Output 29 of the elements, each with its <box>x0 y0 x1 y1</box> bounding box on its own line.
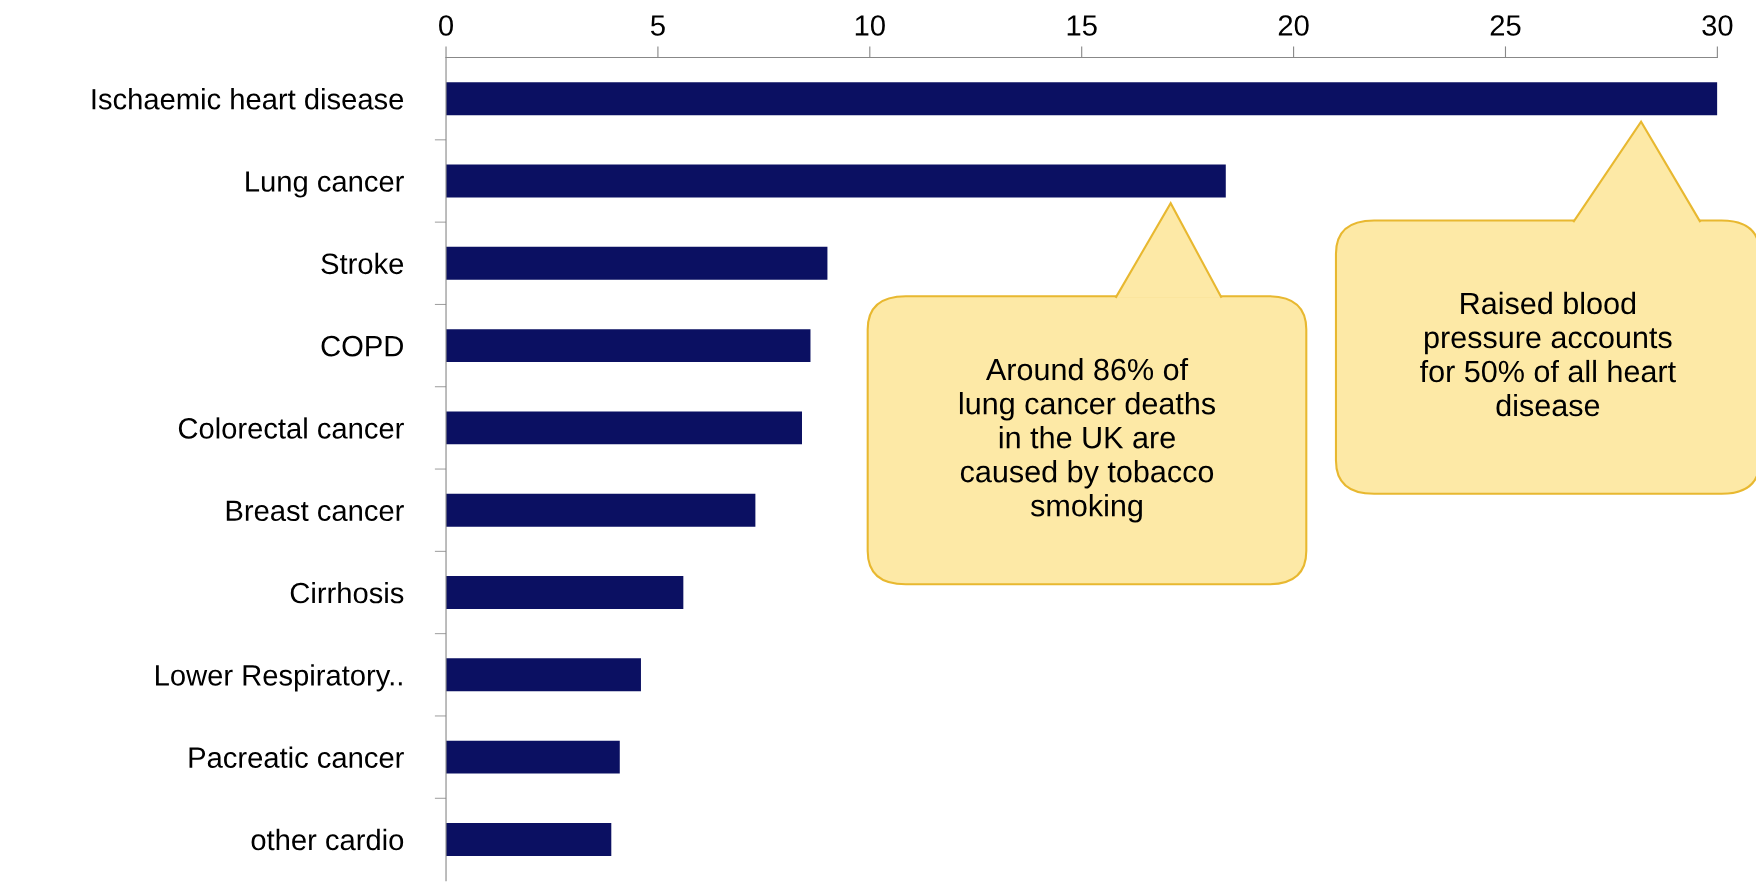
bar <box>446 164 1226 198</box>
y-tick-label: COPD <box>321 335 403 357</box>
x-tick-label: 15 <box>1067 15 1097 36</box>
y-tick-label: Ischaemic heart disease <box>92 88 404 110</box>
x-tick-label: 25 <box>1490 15 1521 36</box>
x-tick-label: 5 <box>650 15 665 36</box>
bar <box>446 493 756 527</box>
y-tick-label: Lower Respiratory.. <box>156 664 402 692</box>
y-tick-label: Pacreatic cancer <box>189 746 404 768</box>
bar <box>446 576 684 609</box>
x-tick-label: 20 <box>1278 15 1309 36</box>
y-tick-label: other cardio <box>251 828 404 851</box>
x-tick-label: 0 <box>439 15 453 36</box>
y-tick-label: Stroke <box>321 252 404 275</box>
y-tick-label: Colorectal cancer <box>178 417 404 439</box>
x-tick-label: 30 <box>1702 15 1733 36</box>
y-tick-label: Lung cancer <box>246 171 404 198</box>
y-tick-label: Cirrhosis <box>290 581 404 604</box>
bar <box>446 329 811 363</box>
bar <box>446 82 1718 116</box>
bar <box>446 740 620 774</box>
bar <box>446 822 612 856</box>
annotation: Raised blood pressure accounts for 50% of all heart disease <box>1420 291 1676 417</box>
bar <box>446 411 802 445</box>
bar <box>446 246 828 280</box>
y-tick-label: Breast cancer <box>226 500 404 522</box>
bar <box>446 658 641 692</box>
x-tick-label: 10 <box>855 15 885 36</box>
annotation: Around 86% of lung cancer deaths in the UK are caused by tobacco smoking <box>959 357 1215 523</box>
